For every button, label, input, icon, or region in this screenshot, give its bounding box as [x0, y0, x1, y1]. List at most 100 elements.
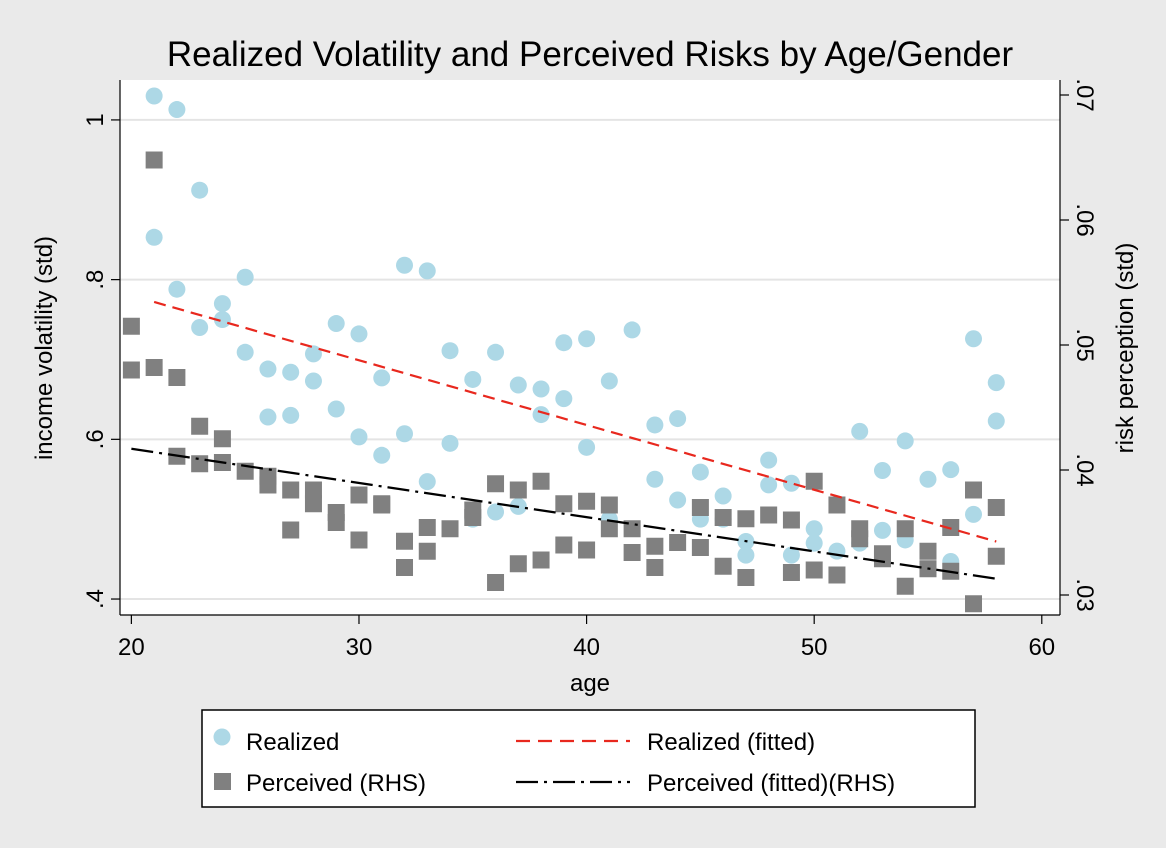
perceived-point — [851, 520, 869, 538]
perceived-point — [714, 557, 732, 575]
legend-label-perceived: Perceived (RHS) — [246, 770, 426, 797]
realized-point — [600, 372, 618, 390]
y-tick-label: .4 — [82, 589, 109, 609]
realized-point — [805, 520, 823, 538]
perceived-point — [578, 492, 596, 510]
perceived-point — [191, 417, 209, 435]
perceived-point — [782, 564, 800, 581]
y2-axis-label: risk perception (std) — [1112, 243, 1139, 454]
realized-point — [373, 446, 391, 464]
realized-point — [304, 345, 322, 363]
x-tick-label: 30 — [346, 634, 373, 661]
realized-point — [282, 363, 300, 381]
perceived-point — [896, 577, 914, 595]
perceived-point — [691, 499, 709, 516]
perceived-point — [532, 551, 550, 569]
perceived-point — [418, 542, 436, 560]
perceived-point — [282, 521, 300, 539]
perceived-point — [737, 569, 755, 586]
realized-point — [919, 470, 937, 488]
realized-point — [418, 473, 436, 491]
perceived-point — [623, 544, 641, 561]
realized-point — [873, 521, 891, 539]
perceived-point — [600, 520, 618, 538]
realized-point — [327, 400, 345, 418]
perceived-point — [714, 509, 732, 526]
perceived-point — [509, 555, 527, 573]
perceived-point — [555, 536, 573, 554]
realized-point — [646, 470, 664, 488]
realized-fitted-line — [153, 300, 997, 543]
realized-point — [168, 280, 186, 298]
realized-point — [828, 542, 846, 560]
realized-point — [350, 325, 368, 343]
perceived-point — [213, 430, 231, 448]
realized-point — [213, 311, 231, 329]
realized-point — [873, 461, 891, 479]
realized-point — [236, 343, 254, 361]
x-axis-label: age — [570, 670, 610, 697]
realized-point — [168, 101, 186, 119]
perceived-point — [122, 361, 140, 379]
realized-point — [851, 422, 869, 440]
y2-tick-label: .07 — [1071, 78, 1098, 111]
realized-point — [782, 546, 800, 564]
realized-point — [805, 534, 823, 552]
legend-label-realized-fitted: Realized (fitted) — [647, 729, 815, 756]
x-tick-label: 60 — [1028, 634, 1055, 661]
perceived-point — [737, 510, 755, 528]
perceived-point — [987, 547, 1005, 565]
realized-point — [464, 370, 482, 388]
realized-point — [555, 334, 573, 352]
realized-point — [259, 360, 277, 378]
y2-tick-label: .03 — [1071, 578, 1098, 611]
realized-point — [555, 390, 573, 408]
realized-point — [191, 181, 209, 199]
perceived-point — [122, 317, 140, 335]
perceived-point — [350, 486, 368, 504]
perceived-point — [418, 519, 436, 536]
perceived-point — [441, 520, 459, 538]
y2-tick-label: .05 — [1071, 328, 1098, 361]
perceived-point — [145, 359, 163, 376]
perceived-point — [805, 561, 823, 579]
realized-point — [259, 408, 277, 426]
y-tick-label: .6 — [82, 429, 109, 449]
legend-marker-realized — [213, 728, 231, 746]
realized-point — [737, 546, 755, 564]
perceived-point — [509, 481, 527, 499]
realized-point — [623, 321, 641, 339]
realized-point — [760, 451, 778, 469]
perceived-point — [464, 501, 482, 519]
realized-point — [691, 463, 709, 481]
realized-point — [714, 487, 732, 505]
perceived-point — [828, 566, 846, 584]
perceived-point — [532, 472, 550, 490]
realized-point — [441, 342, 459, 360]
perceived-point — [828, 496, 846, 514]
perceived-point — [396, 559, 414, 576]
realized-point — [509, 376, 527, 394]
x-tick-label: 50 — [801, 634, 828, 661]
realized-point — [896, 432, 914, 450]
perceived-point — [805, 472, 823, 490]
realized-point — [191, 319, 209, 337]
perceived-point — [282, 481, 300, 499]
chart-title: Realized Volatility and Perceived Risks … — [167, 35, 1014, 74]
perceived-point — [965, 481, 983, 499]
perceived-point — [350, 531, 368, 549]
perceived-point — [327, 504, 345, 521]
legend-label-realized: Realized — [246, 729, 339, 756]
legend: Realized Perceived (RHS) Realized (fitte… — [201, 709, 976, 808]
perceived-point — [396, 532, 414, 550]
perceived-point — [965, 595, 983, 613]
perceived-point — [555, 495, 573, 513]
realized-point — [487, 503, 505, 521]
perceived-point — [304, 481, 322, 499]
realized-point — [396, 425, 414, 443]
x-tick-label: 20 — [118, 634, 145, 661]
perceived-point — [896, 520, 914, 538]
perceived-point — [691, 539, 709, 556]
perceived-point — [373, 496, 391, 514]
realized-point — [487, 343, 505, 361]
